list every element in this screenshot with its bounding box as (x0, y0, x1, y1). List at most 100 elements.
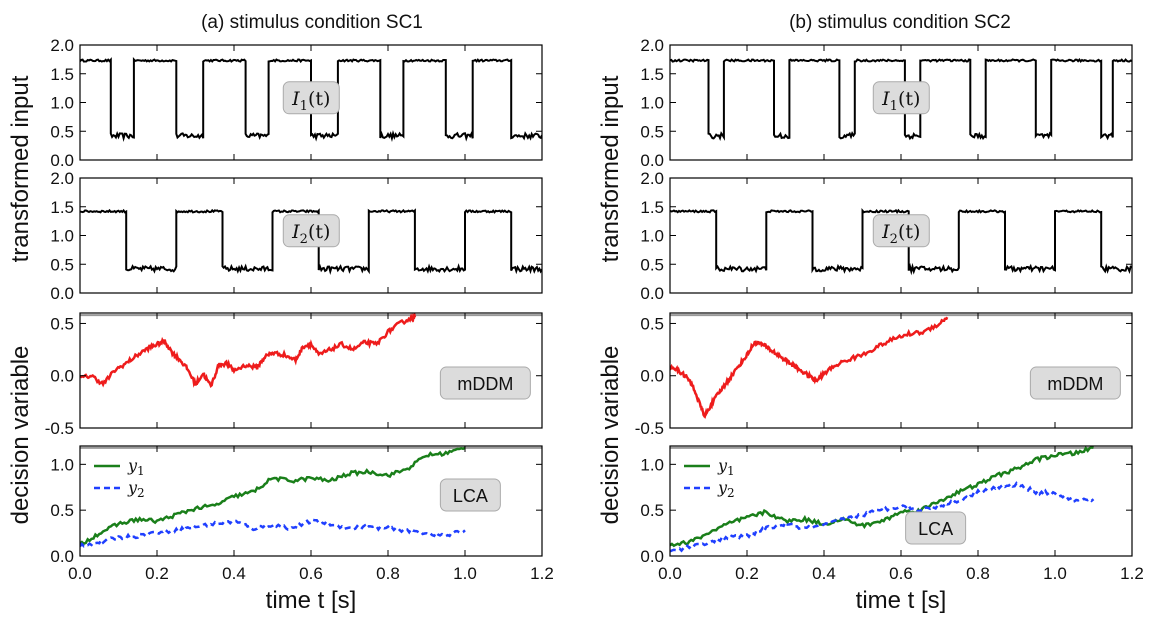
y-tick-label: 1.5 (640, 65, 664, 84)
annotation-text: I1(t) (881, 88, 920, 114)
panel-i1-b: 0.0 0.5 1.0 1.5 2.0 I1(t) (640, 36, 1133, 170)
y-tick-label: 0.0 (640, 367, 664, 386)
column-title: (a) stimulus condition SC1 (201, 12, 423, 33)
y-tick-label: 0.5 (640, 314, 664, 333)
panel-mddm-a: -0.5 0.0 0.5 mDDM (45, 312, 543, 438)
signal-line (670, 57, 1132, 142)
annotation-text: LCA (453, 486, 488, 506)
data-group (80, 208, 542, 276)
y-axis-label-top: transformed input (597, 75, 624, 262)
y-tick-label: 0.0 (640, 284, 664, 303)
data-group (80, 446, 466, 548)
y-tick-label: 0.0 (50, 547, 74, 566)
x-tick-label: 0.2 (735, 564, 759, 583)
y-axis-label-bottom: decision variable (7, 346, 34, 525)
series-line-0 (670, 316, 949, 420)
y-tick-label: 0.5 (640, 122, 664, 141)
legend-label: y2 (717, 478, 735, 500)
y-tick-label: 1.0 (640, 94, 664, 113)
y-tick-label: 1.0 (50, 94, 74, 113)
y-axis-label-top: transformed input (7, 75, 34, 262)
series-line-1 (670, 481, 1095, 553)
annotation-text: I2(t) (291, 221, 330, 247)
y-tick-label: 0.5 (50, 314, 74, 333)
x-tick-label: 0.6 (889, 564, 913, 583)
legend-label: y1 (127, 456, 145, 478)
series-line-1 (80, 518, 466, 548)
y-tick-label: 1.0 (640, 455, 664, 474)
annotation-text: mDDM (1047, 374, 1103, 394)
panel-mddm-b: -0.5 0.0 0.5 mDDM (635, 312, 1133, 438)
series-line-0 (80, 313, 417, 389)
annotation-box (872, 214, 930, 248)
panel-i1-a: 0.0 0.5 1.0 1.5 2.0 I1(t) (50, 36, 543, 170)
y-tick-label: 0.0 (50, 151, 74, 170)
data-group (670, 57, 1132, 142)
panel-lca-a: 0.0 0.5 1.0 0.0 0.2 0.4 0.6 0.8 1.0 1.2 time t [s]… (50, 445, 554, 614)
y-tick-label: 1.0 (50, 227, 74, 246)
x-tick-label: 1.2 (1120, 564, 1144, 583)
x-tick-label: 0.8 (376, 564, 400, 583)
y-tick-label: 1.0 (50, 455, 74, 474)
data-group (80, 313, 417, 389)
y-tick-label: 1.5 (50, 65, 74, 84)
x-tick-label: 0.4 (222, 564, 246, 583)
x-axis-label: time t [s] (266, 587, 357, 614)
series-line-0 (80, 446, 466, 546)
data-group (670, 446, 1095, 553)
data-group (670, 208, 1132, 276)
y-tick-label: 2.0 (640, 169, 664, 188)
y-tick-label: 0.0 (640, 547, 664, 566)
x-tick-label: 0.6 (299, 564, 323, 583)
annotation-box (1029, 366, 1121, 400)
annotation-box (905, 511, 967, 545)
y-tick-label: 1.5 (50, 198, 74, 217)
legend-label: y1 (717, 456, 735, 478)
y-tick-label: 0.5 (640, 255, 664, 274)
legend-label: y2 (127, 478, 145, 500)
y-tick-label: 0.5 (50, 501, 74, 520)
y-tick-label: -0.5 (635, 419, 664, 438)
annotation-text: I2(t) (881, 221, 920, 247)
column-title: (b) stimulus condition SC2 (789, 12, 1011, 33)
y-tick-label: 2.0 (50, 169, 74, 188)
y-tick-label: 0.5 (50, 122, 74, 141)
annotation-box (439, 366, 531, 400)
panel-i2-b: 0.0 0.5 1.0 1.5 2.0 I2(t) (640, 169, 1133, 303)
x-tick-label: 0.8 (966, 564, 990, 583)
signal-line (670, 208, 1132, 276)
y-tick-label: -0.5 (45, 419, 74, 438)
annotation-box (282, 214, 340, 248)
y-tick-label: 0.5 (50, 255, 74, 274)
y-tick-label: 0.0 (50, 284, 74, 303)
series-line-0 (670, 446, 1094, 548)
x-axis-label: time t [s] (856, 587, 947, 614)
y-tick-label: 2.0 (50, 36, 74, 55)
data-group (670, 316, 949, 420)
y-tick-label: 2.0 (640, 36, 664, 55)
x-tick-label: 1.2 (530, 564, 554, 583)
x-tick-label: 0.2 (145, 564, 169, 583)
x-tick-label: 0.0 (68, 564, 92, 583)
y-axis-label-bottom: decision variable (597, 346, 624, 525)
annotation-text: mDDM (457, 374, 513, 394)
y-tick-label: 0.5 (640, 501, 664, 520)
x-tick-label: 1.0 (1043, 564, 1067, 583)
x-tick-label: 1.0 (453, 564, 477, 583)
panel-i2-a: 0.0 0.5 1.0 1.5 2.0 I2(t) (50, 169, 543, 303)
panel-lca-b: 0.0 0.5 1.0 0.0 0.2 0.4 0.6 0.8 1.0 1.2 time t [s]… (640, 445, 1144, 614)
annotation-text: LCA (918, 519, 953, 539)
annotation-box (282, 81, 340, 115)
annotation-text: I1(t) (291, 88, 330, 114)
x-tick-label: 0.0 (658, 564, 682, 583)
y-tick-label: 1.0 (640, 227, 664, 246)
signal-line (80, 208, 542, 276)
y-tick-label: 1.5 (640, 198, 664, 217)
annotation-box (439, 478, 501, 512)
x-tick-label: 0.4 (812, 564, 836, 583)
y-tick-label: 0.0 (640, 151, 664, 170)
y-tick-label: 0.0 (50, 367, 74, 386)
